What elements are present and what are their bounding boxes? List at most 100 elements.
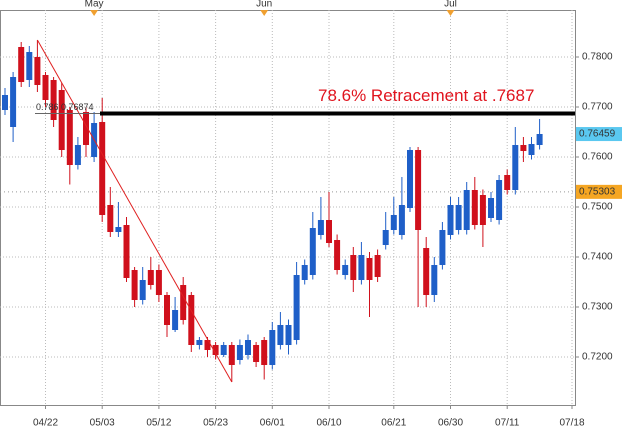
candle-body: [479, 195, 486, 225]
candle-body: [390, 215, 397, 230]
candle-body: [439, 230, 446, 265]
candle-body: [374, 255, 381, 277]
candle-body: [2, 95, 8, 110]
month-marker: [90, 10, 99, 16]
candle-body: [455, 205, 462, 230]
last-price-tag: [576, 127, 622, 142]
candle-body: [26, 52, 33, 80]
y-tick-label: 0.7500: [582, 202, 613, 213]
candle-body: [350, 255, 357, 280]
month-marker: [446, 10, 455, 16]
x-tick-label: 06/01: [260, 418, 285, 429]
candle-body: [342, 265, 349, 275]
candle-body: [317, 220, 324, 235]
candle-body: [147, 270, 154, 285]
candle-body: [520, 145, 527, 151]
candle-body: [504, 175, 511, 190]
candle-body: [155, 270, 162, 295]
candle-body: [488, 198, 494, 218]
y-tick-label: 0.7600: [582, 152, 613, 163]
x-tick-label: 06/21: [381, 418, 406, 429]
candle-body: [415, 150, 422, 230]
candle-body: [293, 275, 300, 340]
candle-body: [220, 345, 227, 355]
x-tick-label: 05/23: [203, 418, 228, 429]
candle-body: [407, 150, 413, 208]
candle-body: [10, 77, 17, 127]
candle-body: [309, 228, 316, 275]
y-tick-label: 0.7300: [582, 302, 613, 313]
month-label: May: [85, 0, 104, 10]
candle-body: [471, 190, 478, 225]
candle-body: [398, 205, 405, 235]
candle-body: [382, 230, 389, 245]
candle-body: [528, 144, 535, 155]
candle-body: [423, 248, 430, 295]
candle-body: [188, 295, 195, 345]
candle-body: [245, 340, 251, 355]
candle-body: [172, 310, 179, 330]
candle-body: [204, 340, 211, 350]
candle-body: [334, 240, 341, 270]
candle-body: [66, 110, 73, 165]
candle-body: [74, 145, 81, 165]
x-tick-label: 04/22: [33, 418, 58, 429]
candle-body: [42, 75, 49, 100]
candle-body: [107, 205, 114, 232]
month-marker: [260, 10, 269, 16]
candle-body: [512, 145, 519, 190]
candle-body: [50, 80, 57, 120]
candle-body: [269, 330, 276, 365]
marker-price-tag: [576, 184, 622, 199]
x-tick-label: 06/30: [438, 418, 463, 429]
candle-body: [164, 295, 170, 325]
candle-body: [253, 345, 260, 362]
candle-body: [301, 265, 308, 280]
candle-body: [261, 340, 268, 365]
candle-body: [236, 345, 243, 360]
candle-body: [58, 90, 65, 150]
y-tick-label: 0.7400: [582, 252, 613, 263]
last-price-label: 0.76459: [579, 129, 616, 140]
candle-body: [536, 134, 543, 145]
candle-body: [139, 280, 146, 300]
plot-frame: [0, 10, 576, 406]
y-tick-label: 0.7200: [582, 352, 613, 363]
candle-body: [366, 258, 373, 280]
candle-body: [83, 112, 89, 145]
month-label: Jun: [256, 0, 272, 10]
candle-body: [496, 180, 503, 220]
marker-price-label: 0.75303: [579, 186, 616, 197]
candle-body: [196, 340, 203, 345]
fib-label: 0.786 0.76874: [36, 102, 94, 112]
candle-body: [115, 227, 122, 232]
month-label: Jul: [444, 0, 457, 10]
x-tick-label: 07/18: [559, 418, 584, 429]
candle-body: [358, 255, 365, 280]
x-tick-label: 05/03: [90, 418, 115, 429]
candle-body: [228, 345, 235, 365]
candle-body: [447, 205, 454, 235]
swing-line: [36, 39, 233, 383]
retracement-label: 78.6% Retracement at .7687: [318, 86, 534, 105]
y-tick-label: 0.7800: [582, 52, 613, 63]
candle-body: [326, 220, 332, 243]
candle-body: [212, 345, 219, 355]
candle-body: [285, 325, 292, 345]
candle-body: [131, 270, 138, 300]
x-tick-label: 07/11: [495, 418, 520, 429]
x-tick-label: 06/10: [316, 418, 341, 429]
candle-body: [99, 122, 106, 215]
candle-body: [18, 47, 25, 82]
candle-body: [123, 225, 130, 278]
candle-body: [431, 265, 438, 295]
candle-body: [180, 285, 187, 320]
x-tick-label: 05/12: [146, 418, 171, 429]
candle-body: [34, 57, 41, 85]
y-tick-label: 0.7700: [582, 102, 613, 113]
candle-body: [463, 190, 470, 230]
candle-body: [277, 325, 284, 345]
